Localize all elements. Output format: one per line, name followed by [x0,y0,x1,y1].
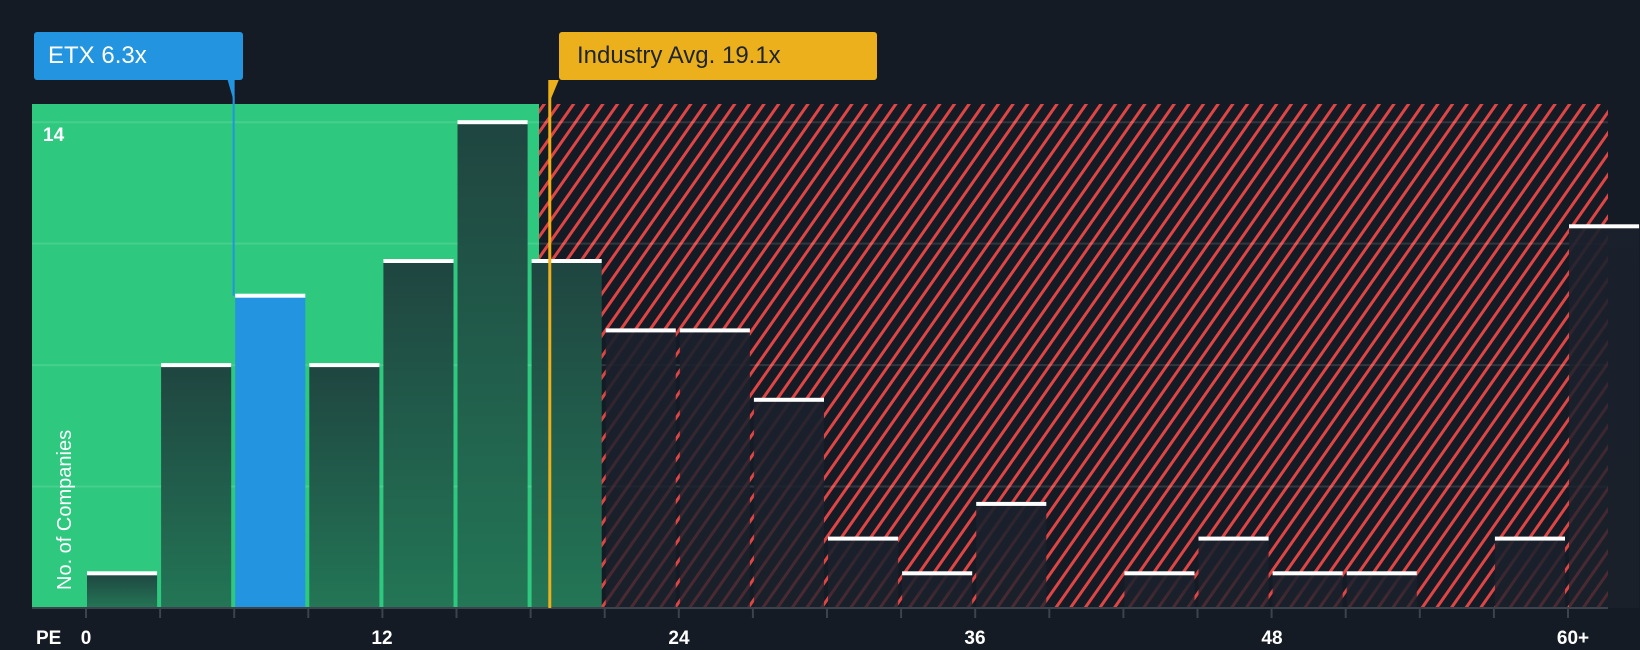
y-tick-label: 14 [43,125,65,146]
bar-top-marker [1124,571,1195,576]
bar-top-marker [309,363,380,368]
bar-top-marker [828,536,899,541]
bar [753,399,824,608]
x-tick-24: 24 [668,628,690,649]
bar [87,573,158,608]
bar [679,330,750,608]
y-axis-label: No. of Companies [54,429,76,590]
bar [1272,573,1343,608]
bar [902,573,973,608]
bar-top-marker [457,120,528,125]
bar-company [235,295,306,608]
x-tick-36: 36 [964,628,986,649]
company-callout-pointer [227,80,235,104]
bar [531,261,602,608]
bar [1198,538,1269,608]
x-tick-0: 0 [80,628,92,649]
bar-top-marker [976,501,1047,506]
bar [309,365,380,608]
bar [1346,573,1417,608]
industry-avg-callout: Industry Avg. 19.1x [559,32,877,80]
bar [383,261,454,608]
bar-top-marker [161,363,232,368]
bar-top-marker [605,328,676,333]
bar [1494,538,1565,608]
bars [87,120,1640,609]
bar-top-marker [87,571,158,576]
bar [976,503,1047,608]
bar-top-marker [679,328,750,333]
bar-top-marker [1198,536,1269,541]
bar-top-marker [1346,571,1417,576]
bar-top-marker [1569,224,1640,229]
x-axis-ticks [85,608,1569,618]
bar [1124,573,1195,608]
x-tick-12: 12 [371,628,393,649]
x-axis-title: PE [36,628,62,649]
bar-top-marker [235,293,306,298]
industry-callout-pointer [548,80,559,104]
bar-top-marker [531,259,602,263]
bar-top-marker [1494,536,1565,541]
bar [457,122,528,608]
bar [1569,226,1640,609]
x-tick-60-plus: 60+ [1556,628,1590,649]
bar [828,538,899,608]
reference-lines [227,80,559,608]
bar-top-marker [753,397,824,402]
bar-top-marker [902,571,973,576]
bar [161,365,232,608]
x-tick-48: 48 [1261,628,1283,649]
company-pe-callout: ETX 6.3x [34,32,243,80]
bar-top-marker [1272,571,1343,576]
bar [605,330,676,608]
bar-top-marker [383,259,454,263]
